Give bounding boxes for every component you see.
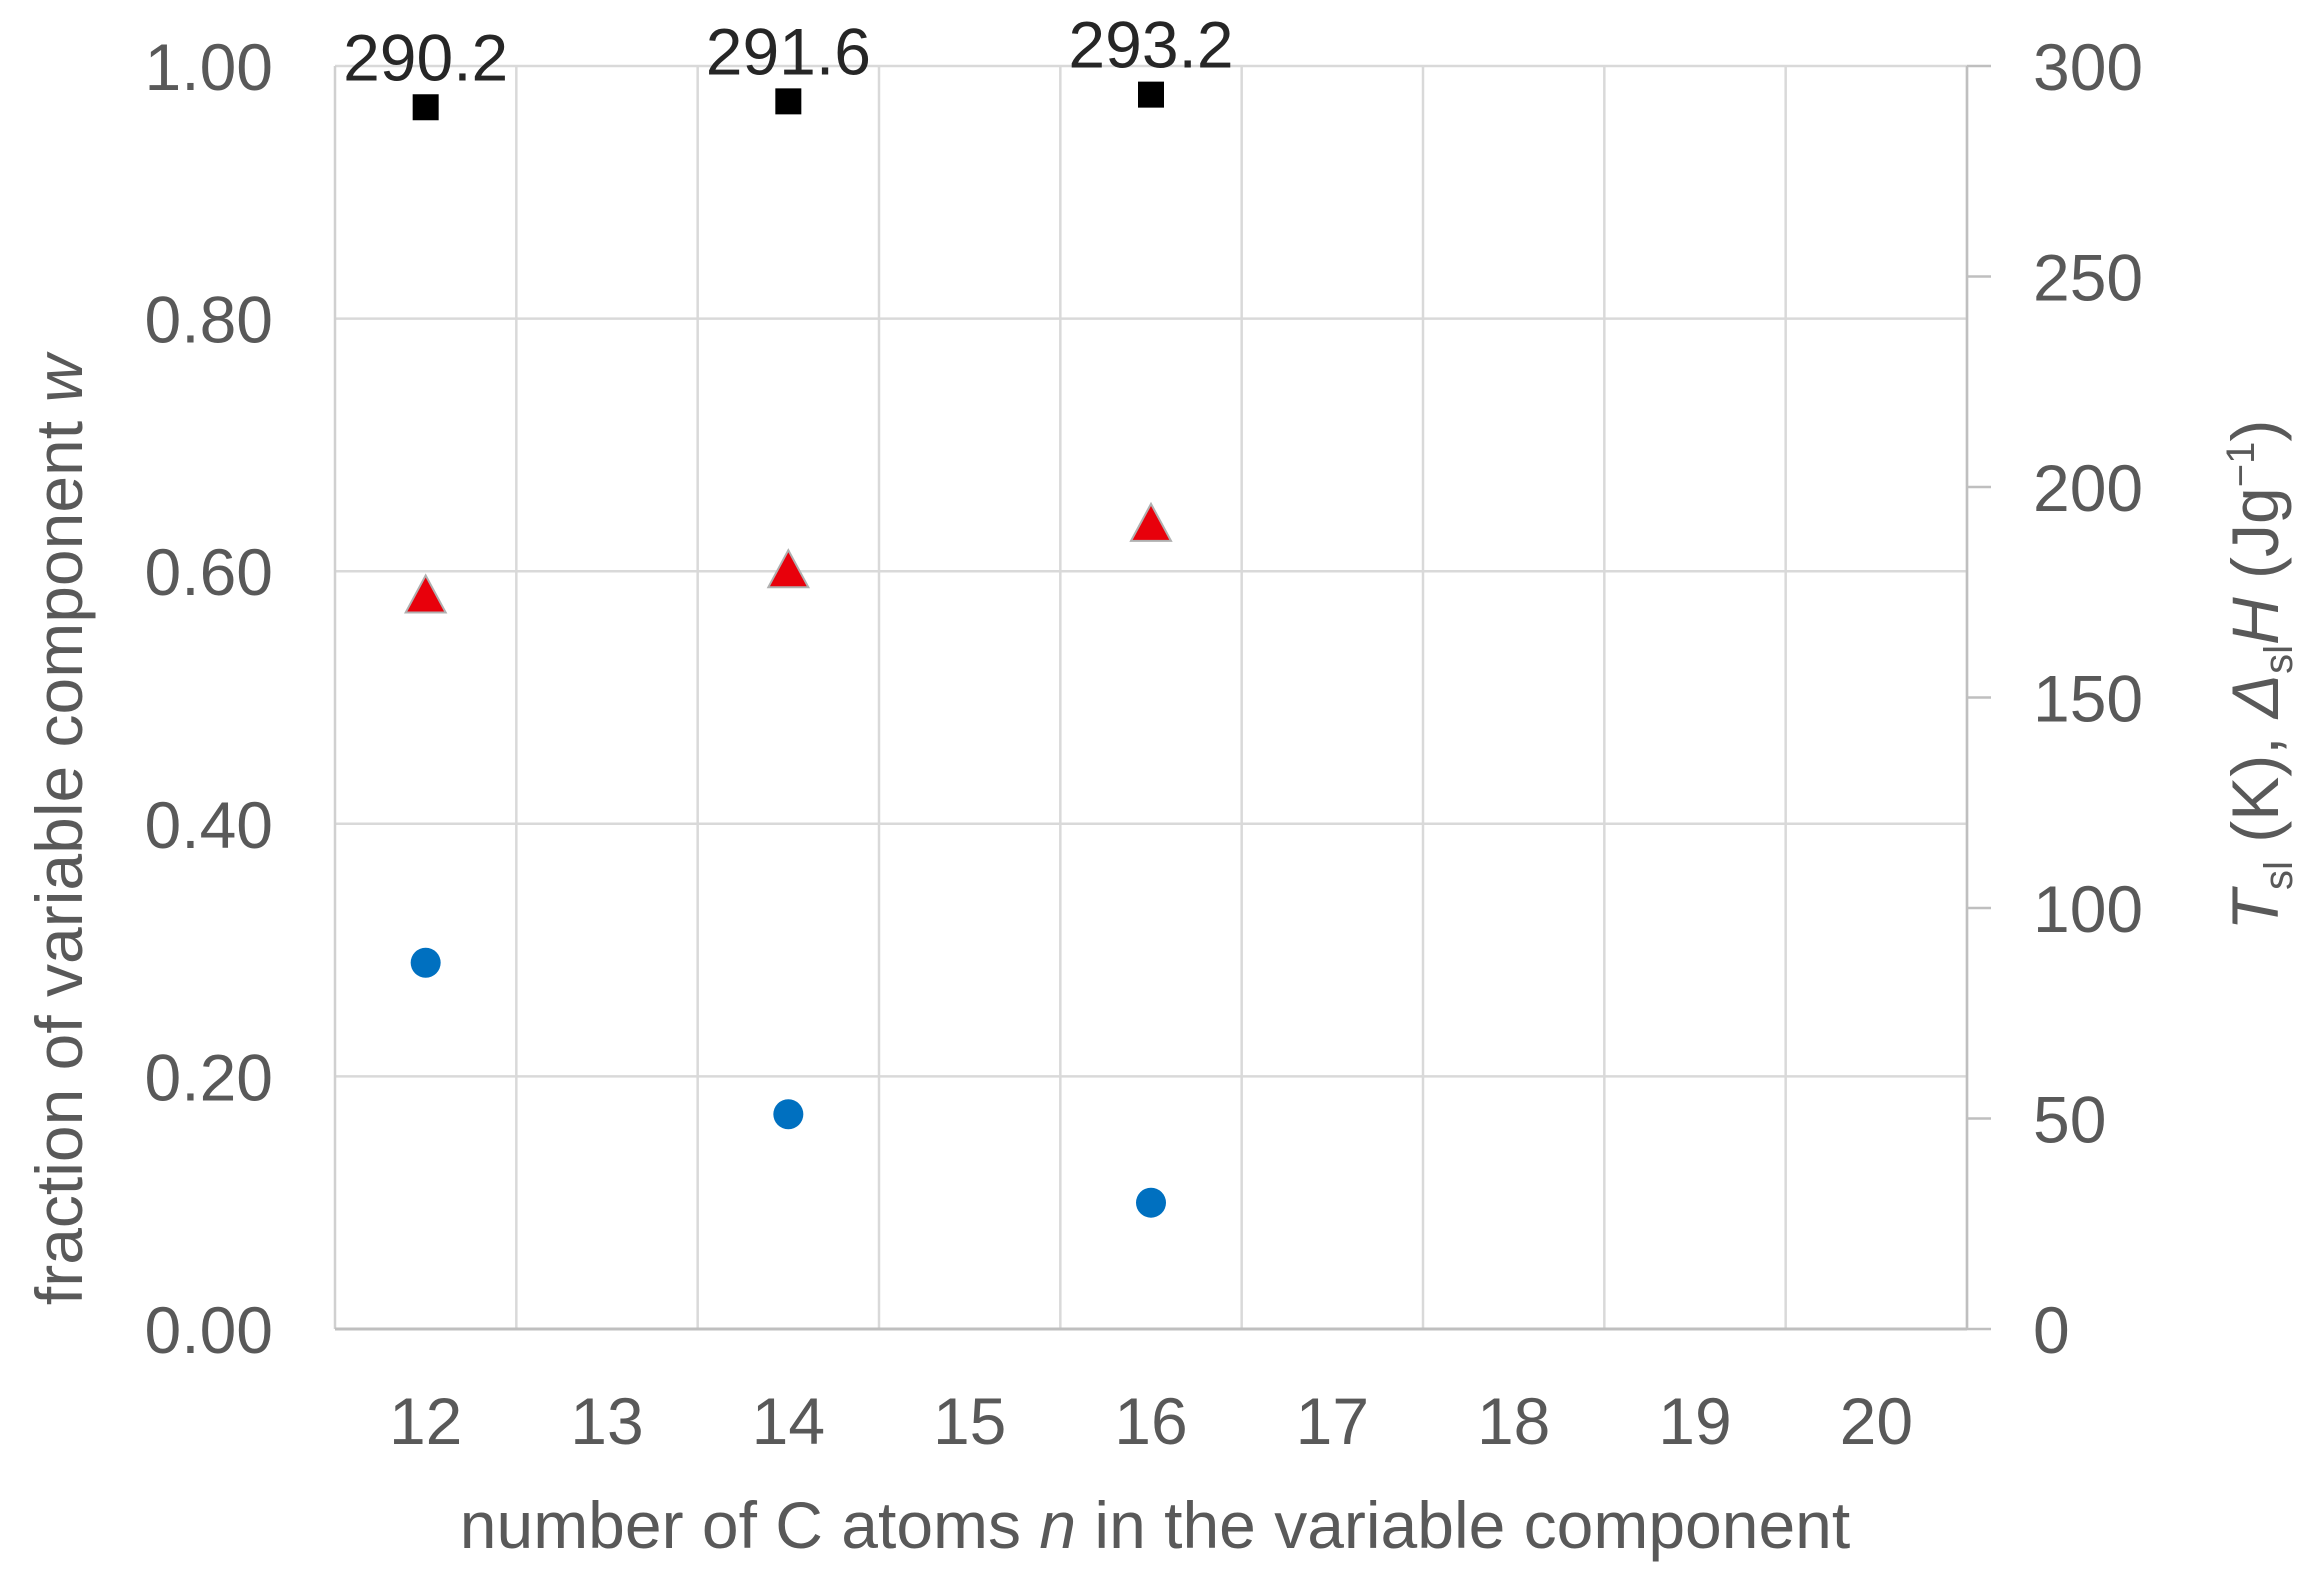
x-axis-tick-label: 12 (389, 1384, 462, 1458)
x-axis-tick-label: 17 (1296, 1384, 1369, 1458)
square-data-point (1138, 81, 1164, 108)
right-axis-label-delta-sub: sl (2257, 645, 2301, 674)
right-axis-tick-label: 100 (2033, 872, 2143, 946)
x-axis-ticks: 12 13 14 15 16 17 18 19 20 (389, 1384, 1913, 1458)
right-axis-tick-label: 300 (2033, 30, 2143, 104)
right-axis-label-t: T (2218, 885, 2292, 930)
x-axis-tick-label: 14 (752, 1384, 825, 1458)
right-axis-tick-label: 0 (2033, 1293, 2070, 1367)
x-axis-label-suffix: in the variable component (1076, 1488, 1850, 1562)
circle-data-point (1136, 1187, 1166, 1218)
right-axis-tick-label: 150 (2033, 662, 2143, 736)
left-axis-label-variable: w (22, 351, 96, 403)
triangle-data-point (766, 548, 811, 589)
left-axis-ticks: 0.00 0.20 0.40 0.60 0.80 1.00 (145, 30, 273, 1367)
x-axis-label-prefix: number of C atoms (460, 1488, 1040, 1562)
right-axis-label: Tsl (K), ΔslH (Jg−1) (2218, 420, 2301, 931)
x-axis-tick-label: 18 (1477, 1384, 1550, 1458)
grid (333, 64, 1991, 1331)
data-label: 291.6 (706, 14, 871, 88)
right-axis-label-h-unit: (Jg (2218, 487, 2292, 597)
data-label: 290.2 (343, 20, 508, 94)
left-axis-tick-label: 0.80 (145, 283, 273, 357)
x-axis-label-variable: n (1039, 1488, 1076, 1562)
square-data-point (775, 88, 802, 115)
left-axis-tick-label: 1.00 (145, 30, 273, 104)
right-axis-label-t-sub: sl (2257, 861, 2301, 890)
circle-data-point (410, 947, 441, 978)
left-axis-label-prefix: fraction of variable component (22, 403, 96, 1306)
left-axis-tick-label: 0.20 (145, 1040, 273, 1114)
x-axis-tick-label: 16 (1114, 1384, 1187, 1458)
right-axis-label-h: H (2218, 597, 2292, 645)
x-axis-tick-label: 15 (933, 1384, 1006, 1458)
data-label: 293.2 (1068, 8, 1233, 82)
triangle-data-point (403, 573, 448, 614)
left-axis-tick-label: 0.00 (145, 1293, 273, 1367)
square-data-point (412, 94, 439, 121)
left-axis-tick-label: 0.40 (145, 788, 273, 862)
x-axis-tick-label: 19 (1658, 1384, 1731, 1458)
data-labels: 290.2 291.6 293.2 (343, 8, 1234, 95)
right-axis-label-close: ) (2218, 420, 2292, 442)
left-axis-tick-label: 0.60 (145, 535, 273, 609)
right-axis-label-delta: Δ (2218, 674, 2292, 720)
x-axis-tick-label: 13 (570, 1384, 643, 1458)
circle-data-point (773, 1099, 804, 1130)
right-axis-label-t-unit: (K), (2218, 718, 2292, 861)
right-axis-tick-label: 250 (2033, 241, 2143, 315)
x-axis-label: number of C atoms n in the variable comp… (460, 1488, 1850, 1562)
right-axis-ticks: 0 50 100 150 200 250 300 (2033, 30, 2143, 1367)
data-points (403, 81, 1173, 1218)
triangle-data-point (1129, 501, 1173, 542)
left-axis-label: fraction of variable component w (22, 351, 96, 1306)
right-axis-label-h-exp: −1 (2219, 442, 2263, 488)
right-axis-tick-label: 200 (2033, 451, 2143, 525)
x-axis-tick-label: 20 (1840, 1384, 1913, 1458)
right-axis-tick-label: 50 (2033, 1083, 2106, 1157)
